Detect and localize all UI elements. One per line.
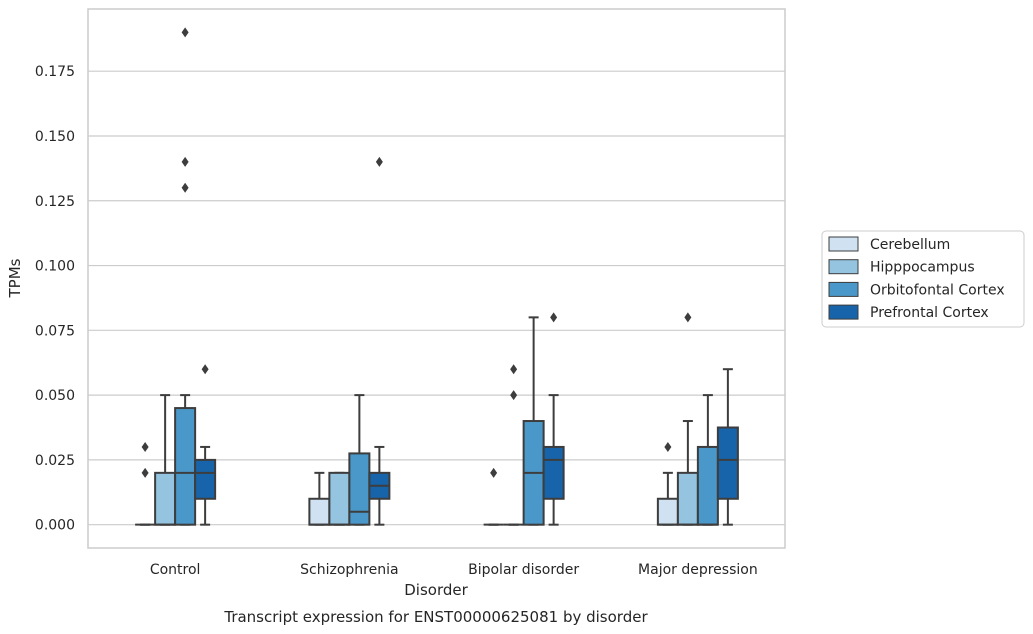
- legend-swatch: [828, 259, 859, 275]
- y-tick-label: 0.100: [35, 259, 75, 275]
- box-hipppocampus: [328, 471, 351, 526]
- x-tick-label: Control: [150, 562, 201, 578]
- y-tick-label: 0.050: [35, 388, 75, 404]
- box-prefrontal-cortex: [194, 364, 217, 526]
- outlier-point: [141, 467, 149, 478]
- box-body: [696, 445, 719, 526]
- legend-frame: [821, 230, 1025, 328]
- outlier-point: [181, 182, 189, 193]
- legend-swatch: [828, 281, 859, 297]
- legend-label: Cerebellum: [870, 237, 950, 253]
- box-body: [348, 452, 371, 526]
- plot-area-frame: [87, 8, 786, 549]
- x-tick-label: Schizophrenia: [300, 562, 398, 578]
- box-orbitofontal-cortex: [348, 394, 371, 526]
- box-body: [154, 471, 177, 526]
- legend: Cerebellum Hipppocampus Orbitofontal Corte…: [821, 230, 1025, 328]
- box-prefrontal-cortex: [542, 312, 565, 526]
- box-orbitofontal-cortex: [174, 27, 197, 526]
- box-cerebellum: [483, 467, 504, 526]
- y-tick-label: 0.075: [35, 323, 75, 339]
- x-tick-label: Bipolar disorder: [468, 562, 579, 578]
- legend-label: Prefrontal Cortex: [870, 305, 989, 321]
- box-body: [542, 445, 565, 500]
- box-hipppocampus: [154, 394, 177, 526]
- box-body: [174, 407, 197, 526]
- y-axis-title: TPMs: [6, 258, 24, 298]
- box-body: [676, 471, 699, 526]
- y-tick-label: 0.025: [35, 453, 75, 469]
- x-tick-label: Major depression: [638, 562, 758, 578]
- box-hipppocampus: [503, 364, 524, 526]
- boxes: [135, 27, 739, 526]
- box-cerebellum: [656, 441, 679, 526]
- box-body: [656, 497, 679, 526]
- chart-caption: Transcript expression for ENST0000062508…: [223, 608, 648, 626]
- outlier-point: [375, 156, 383, 167]
- y-tick-label: 0.000: [35, 518, 75, 534]
- outlier-point: [510, 364, 518, 375]
- box-cerebellum: [135, 441, 156, 526]
- outlier-point: [201, 364, 209, 375]
- x-axis-title: Disorder: [404, 581, 468, 599]
- outlier-point: [141, 441, 149, 452]
- outlier-point: [181, 27, 189, 38]
- box-orbitofontal-cortex: [696, 394, 719, 526]
- box-hipppocampus: [676, 312, 699, 526]
- outlier-point: [550, 312, 558, 323]
- box-prefrontal-cortex: [368, 156, 391, 526]
- box-body: [194, 458, 217, 500]
- legend-swatch: [828, 236, 859, 252]
- box-cerebellum: [308, 471, 331, 526]
- outlier-point: [490, 467, 498, 478]
- box-body: [716, 426, 739, 500]
- legend-label: Hipppocampus: [870, 260, 975, 276]
- box-body: [328, 471, 351, 526]
- outlier-point: [664, 441, 672, 452]
- legend-items: Cerebellum Hipppocampus Orbitofontal Corte…: [828, 236, 1005, 321]
- outlier-point: [181, 156, 189, 167]
- y-axis-ticks: 0.000 0.025 0.050 0.075 0.100 0.125 0.150 0.175: [35, 64, 75, 533]
- legend-swatch: [828, 304, 859, 320]
- box-prefrontal-cortex: [716, 368, 739, 526]
- outlier-point: [510, 390, 518, 401]
- legend-label: Orbitofontal Cortex: [870, 282, 1005, 298]
- box-orbitofontal-cortex: [522, 316, 545, 526]
- y-tick-label: 0.175: [35, 64, 75, 80]
- y-tick-label: 0.150: [35, 129, 75, 145]
- outlier-point: [684, 312, 692, 323]
- x-axis-ticks: Control Schizophrenia Bipolar disorder Majo…: [150, 562, 758, 578]
- box-body: [308, 497, 331, 526]
- y-tick-label: 0.125: [35, 194, 75, 210]
